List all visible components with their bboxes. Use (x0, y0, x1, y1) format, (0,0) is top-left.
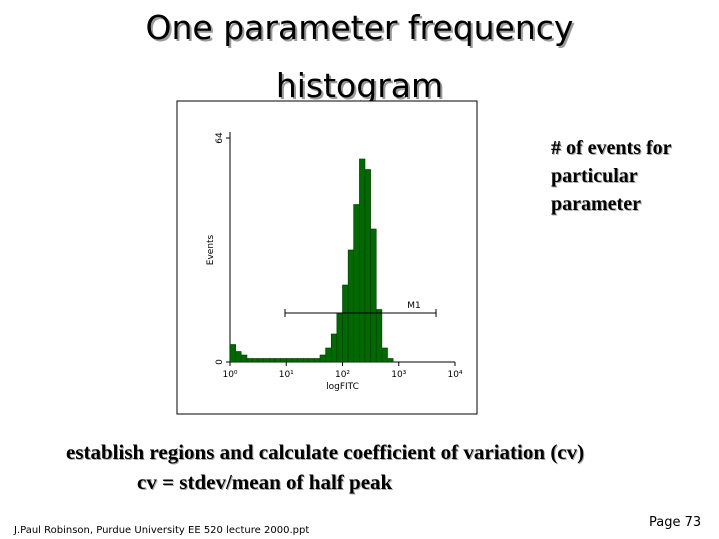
slide-title: One parameter frequency (145, 8, 574, 47)
histogram-bar (342, 284, 349, 363)
chart-frame (176, 100, 478, 415)
y-axis-label: Events (206, 234, 216, 265)
histogram-bar (319, 354, 326, 363)
histogram-bar (387, 358, 394, 363)
histogram-bar (252, 358, 259, 363)
histogram-bar (308, 358, 315, 363)
histogram-bar (246, 358, 253, 363)
x-tick-label: 10⁴ (447, 370, 462, 380)
caption: establish regions and calculate coeffici… (66, 440, 585, 464)
x-axis-label: logFITC (326, 382, 359, 392)
histogram-bar (359, 158, 366, 363)
footer: J.Paul Robinson, Purdue University EE 52… (14, 525, 310, 536)
marker-label: M1 (407, 301, 421, 311)
histogram-bar (375, 309, 383, 363)
histogram-bar (336, 312, 343, 363)
histogram-bar (229, 344, 236, 363)
caption: cv = stdev/mean of half peak (137, 470, 393, 494)
slide-title: histogram (275, 66, 444, 105)
histogram-bar (257, 358, 265, 363)
histogram-bar (314, 358, 321, 363)
page-number: Page 73 (649, 515, 702, 530)
x-tick-label: 10¹ (279, 370, 294, 380)
histogram-bar (330, 333, 338, 363)
note: # of events for (551, 137, 672, 159)
histogram-bar (353, 204, 360, 363)
histogram-bar (291, 358, 298, 363)
x-tick-label: 10⁰ (222, 370, 237, 380)
note: particular (551, 165, 638, 187)
histogram-bar (274, 358, 281, 363)
histogram-bar (297, 358, 304, 363)
histogram-bar (347, 249, 354, 363)
y-tick-label: 64 (215, 132, 225, 144)
histogram-bar (302, 358, 310, 363)
x-tick-label: 10³ (391, 370, 406, 380)
histogram-bar (269, 358, 276, 363)
histogram-bar (370, 228, 377, 363)
note: parameter (551, 193, 641, 215)
histogram-bar (235, 351, 242, 363)
histogram-bar (325, 347, 332, 363)
histogram-bar (285, 358, 293, 363)
x-tick-label: 10² (335, 370, 350, 380)
histogram-bar (381, 347, 388, 363)
histogram-bar (280, 358, 287, 363)
histogram-bar (240, 354, 248, 363)
y-tick-label: 0 (215, 359, 225, 365)
histogram-bar (263, 358, 270, 363)
histogram-bar (364, 169, 371, 363)
